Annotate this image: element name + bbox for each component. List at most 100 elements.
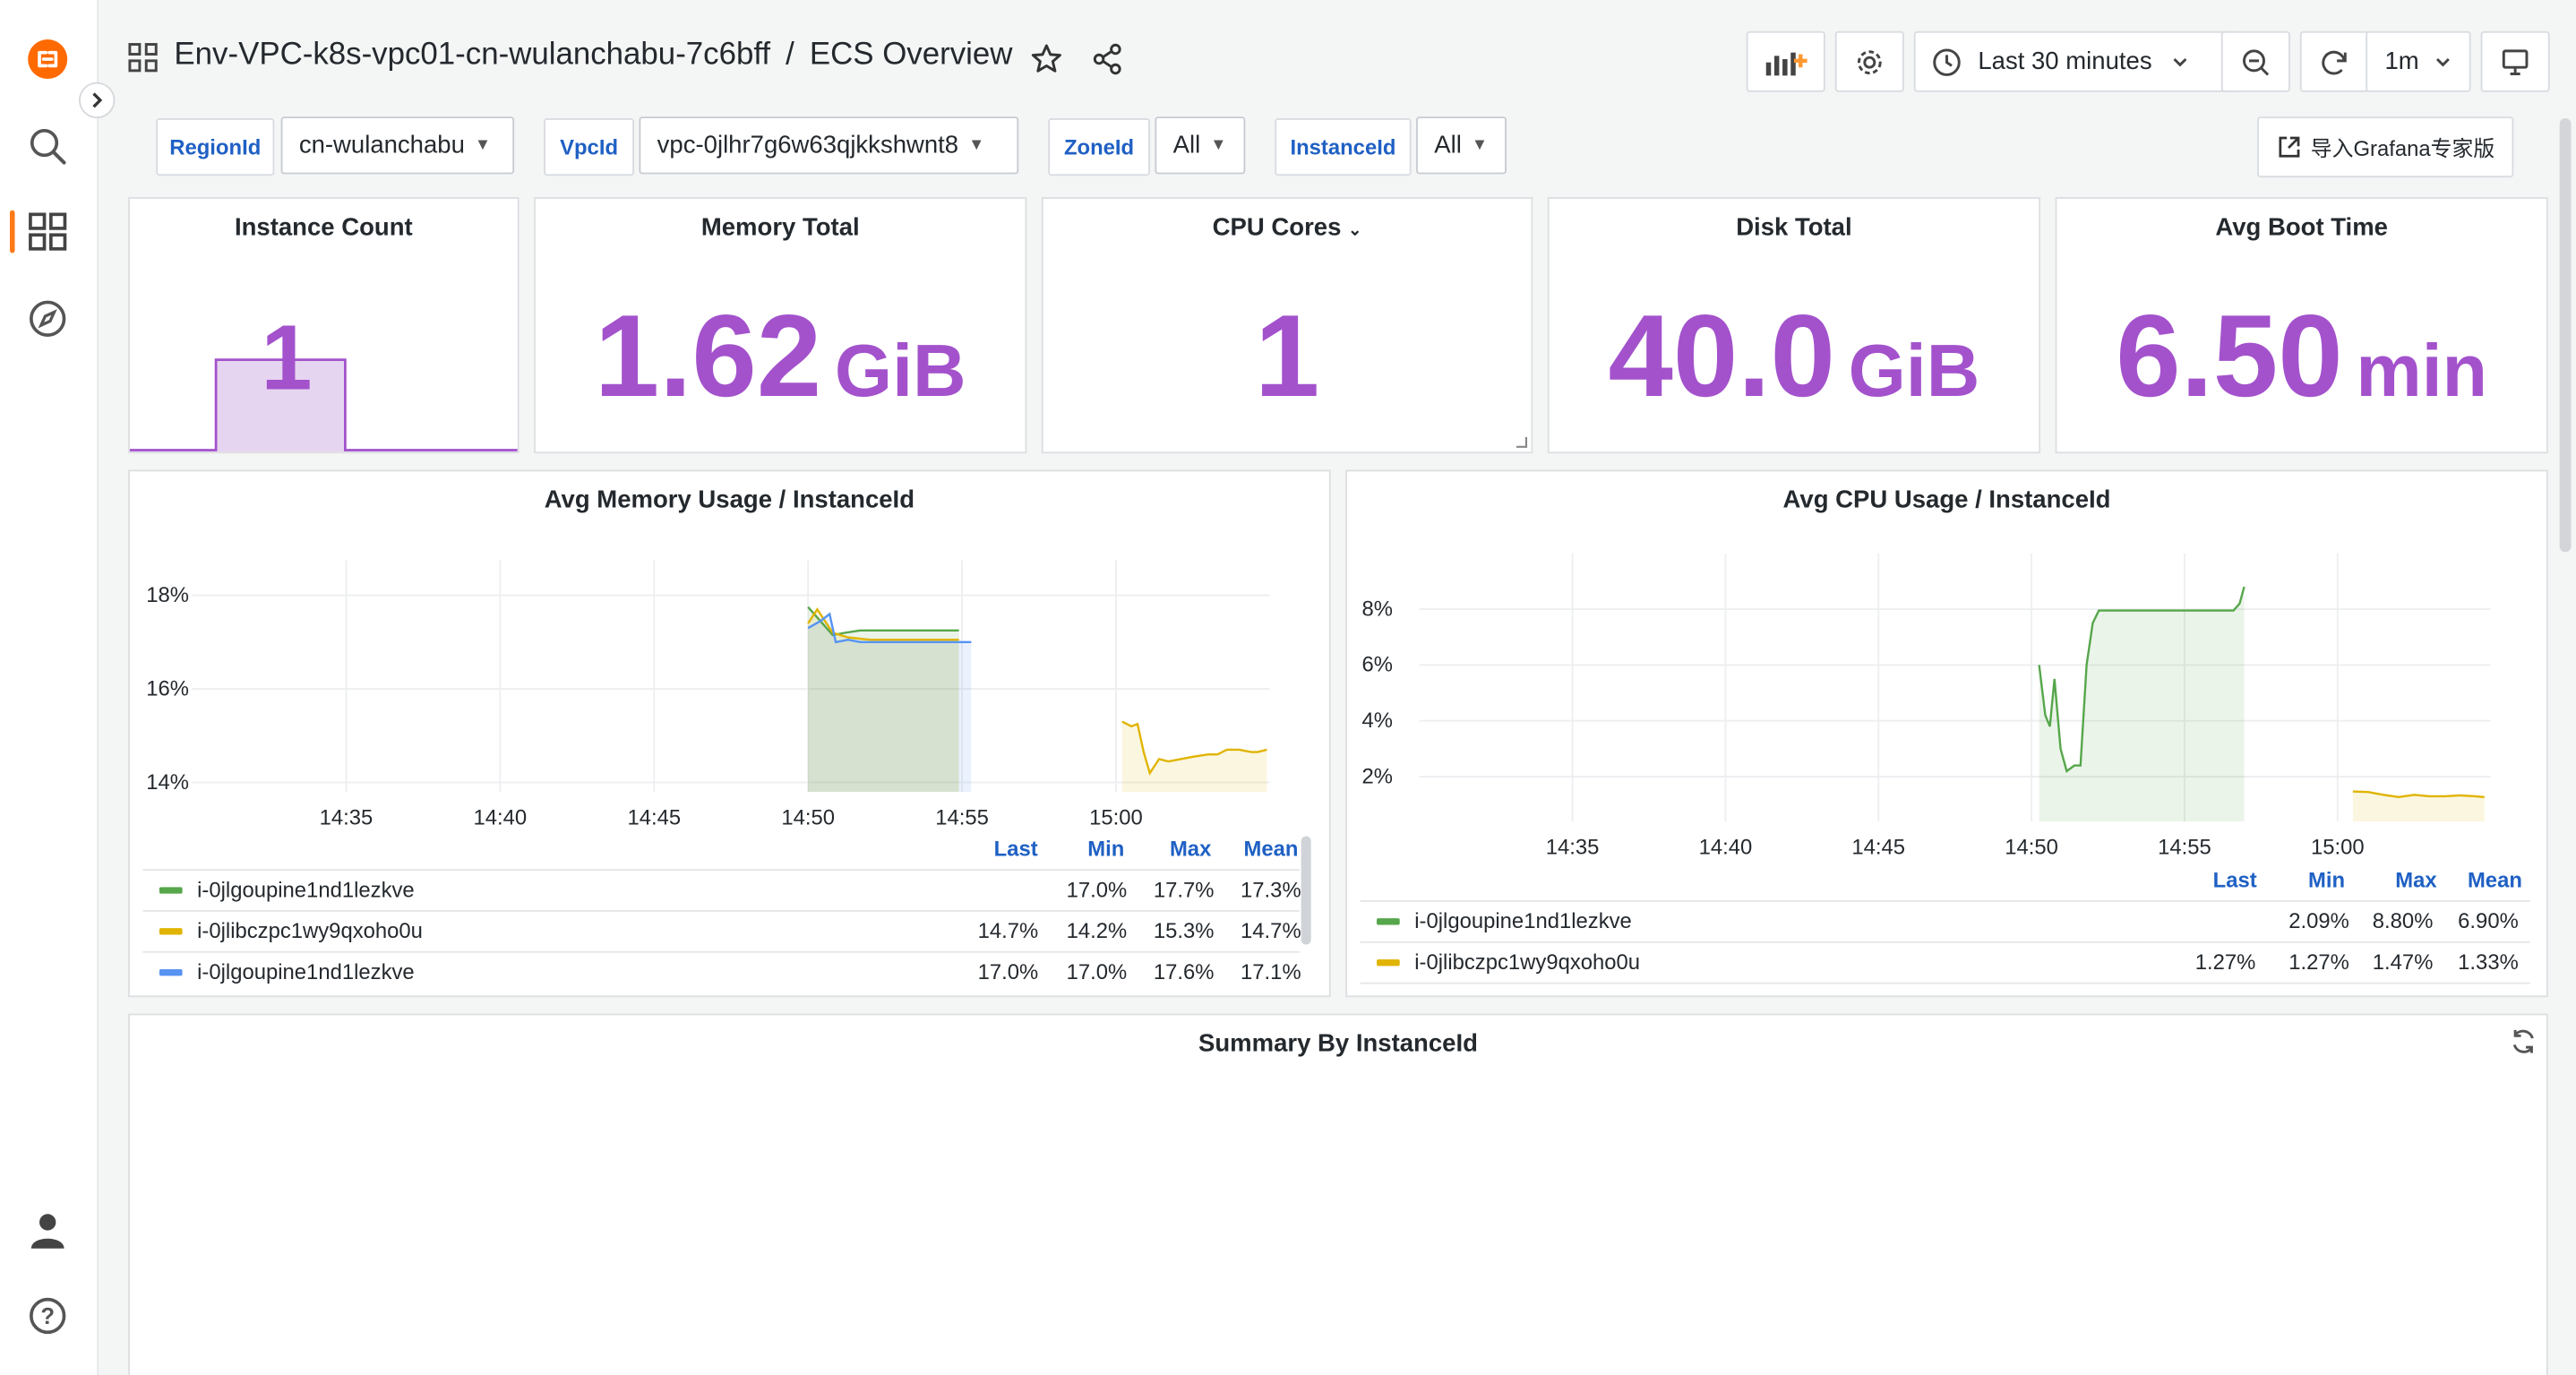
chevron-down-icon: ▼: [968, 136, 985, 155]
variable-label-instanceid: InstanceId: [1275, 118, 1412, 176]
refresh-interval-picker[interactable]: 1m: [2366, 30, 2471, 92]
time-range-picker[interactable]: Last 30 minutes: [1913, 30, 2241, 92]
gear-icon: [1857, 49, 1882, 74]
legend-scrollbar[interactable]: [1301, 836, 1311, 945]
stat-number: 1.62: [594, 292, 822, 423]
legend-max: 1.47%: [2372, 950, 2434, 975]
legend-mean: 1.33%: [2458, 950, 2519, 975]
panel-title: Memory Total: [700, 213, 860, 242]
panel-title: Disk Total: [1736, 213, 1852, 242]
series-color-swatch: [1377, 918, 1400, 925]
legend-last: 14.7%: [977, 918, 1039, 943]
legend-header-min[interactable]: Min: [1087, 836, 1125, 861]
legend-header-min[interactable]: Min: [2308, 867, 2346, 892]
stat-number: 40.0: [1608, 292, 1835, 423]
variable-value: vpc-0jlhr7g6w63qjkkshwnt8: [657, 131, 959, 159]
panel-summary-by-instanceid[interactable]: Summary By InstanceId: [128, 1013, 2548, 1375]
legend-min: 14.2%: [1066, 918, 1128, 943]
legend-min: 2.09%: [2288, 908, 2349, 933]
compass-icon[interactable]: [23, 294, 73, 343]
panel-title: Avg Memory Usage / InstanceId: [544, 486, 915, 515]
tv-mode-button[interactable]: [2480, 30, 2550, 92]
x-tick-label: 15:00: [2311, 836, 2365, 860]
chevron-down-icon: ▼: [1210, 136, 1227, 155]
panel-avg-cpu-usage[interactable]: Avg CPU Usage / InstanceId 2% 4% 6% 8% 14:35…: [1345, 469, 2548, 998]
dashboard-settings-button[interactable]: [1834, 30, 1904, 92]
stat-number: 1: [261, 305, 313, 409]
chevron-down-icon: [2173, 57, 2187, 66]
refresh-interval-label: 1m: [2384, 47, 2419, 76]
x-tick-label: 14:55: [935, 806, 989, 830]
zoom-out-icon: [2243, 48, 2270, 75]
legend-row[interactable]: i-0jlgoupine1nd1lezkve 17.0% 17.7% 17.3%: [142, 869, 1301, 910]
variable-value: All: [1172, 131, 1201, 159]
series-line: [2038, 586, 2245, 773]
dashboards-grid-icon[interactable]: [23, 207, 73, 256]
legend-header-max[interactable]: Max: [2395, 867, 2437, 892]
variable-select-regionid[interactable]: cn-wulanchabu ▼: [280, 116, 515, 175]
series-color-swatch: [159, 887, 183, 894]
dashboard-folder-link[interactable]: Env-VPC-k8s-vpc01-cn-wulanchabu-7c6bff: [174, 38, 771, 73]
y-tick-label: 14%: [146, 770, 189, 795]
help-icon[interactable]: ?: [23, 1291, 73, 1340]
stat-panel-cpu-cores[interactable]: CPU Cores ⌄ 1: [1041, 197, 1533, 454]
panel-avg-memory-usage[interactable]: Avg Memory Usage / InstanceId 14% 16% 18% 1…: [128, 469, 1331, 998]
legend-min: 17.0%: [1066, 959, 1128, 984]
share-icon[interactable]: [1091, 43, 1124, 84]
legend-row[interactable]: i-0jlgoupine1nd1lezkve 2.09% 8.80% 6.90%: [1360, 899, 2530, 941]
search-icon[interactable]: [23, 122, 73, 171]
legend-row[interactable]: i-0jlibczpc1wy9qxoho0u 14.7% 14.2% 15.3%…: [142, 909, 1301, 951]
legend-row[interactable]: i-0jlgoupine1nd1lezkve 17.0% 17.0% 17.6%…: [142, 950, 1301, 993]
stat-number: 6.50: [2116, 292, 2343, 423]
add-panel-button[interactable]: [1746, 30, 1825, 92]
star-icon[interactable]: [1030, 43, 1063, 84]
variable-select-vpcid[interactable]: vpc-0jlhr7g6w63qjkkshwnt8 ▼: [639, 116, 1019, 175]
legend-mean: 14.7%: [1241, 918, 1301, 943]
stat-panel-avg-boot-time[interactable]: Avg Boot Time 6.50 min: [2055, 197, 2548, 454]
legend-header-last[interactable]: Last: [993, 836, 1038, 861]
import-button-label: 导入Grafana专家版: [2310, 136, 2495, 161]
panel-title[interactable]: CPU Cores ⌄: [1043, 213, 1532, 241]
alibaba-cloud-logo-icon[interactable]: [23, 35, 73, 84]
variable-select-zoneid[interactable]: All ▼: [1155, 116, 1246, 175]
stat-unit: GiB: [1848, 328, 1980, 413]
user-icon[interactable]: [23, 1206, 73, 1255]
refresh-button[interactable]: [2299, 30, 2369, 92]
stat-panel-memory-total[interactable]: Memory Total 1.62 GiB: [534, 197, 1027, 454]
variable-select-instanceid[interactable]: All ▼: [1416, 116, 1507, 175]
x-tick-label: 14:35: [320, 806, 374, 830]
legend-header-max[interactable]: Max: [1169, 836, 1212, 861]
zoom-out-button[interactable]: [2220, 30, 2290, 92]
panel-title: Avg CPU Usage / InstanceId: [1782, 486, 2111, 515]
stat-panel-instance-count[interactable]: Instance Count 1: [128, 197, 519, 454]
legend-header-mean[interactable]: Mean: [2467, 867, 2522, 892]
resize-handle-icon[interactable]: [1515, 435, 1528, 449]
x-tick-label: 14:40: [1699, 836, 1753, 860]
legend-max: 17.6%: [1153, 959, 1215, 984]
series-area: [808, 614, 972, 792]
memory-usage-chart[interactable]: 14% 16% 18% 14:35 14:40 14:45 14:50 14:55 15:00: [130, 471, 1329, 841]
stat-panel-disk-total[interactable]: Disk Total 40.0 GiB: [1547, 197, 2041, 454]
variable-label-regionid: RegionId: [156, 118, 275, 176]
sidebar-expand-button[interactable]: [79, 82, 116, 119]
cpu-usage-chart[interactable]: 2% 4% 6% 8% 14:35 14:40 14:45 14:50 14:55 15:00: [1347, 471, 2546, 865]
active-nav-indicator: [10, 210, 15, 254]
y-tick-label: 2%: [1362, 764, 1393, 788]
panel-title-text: CPU Cores: [1212, 213, 1342, 242]
series-line: [2352, 790, 2485, 799]
legend-header-last[interactable]: Last: [2212, 867, 2257, 892]
stat-number: 1: [1254, 292, 1320, 423]
import-grafana-expert-button[interactable]: 导入Grafana专家版: [2257, 116, 2514, 178]
stat-unit: min: [2356, 328, 2488, 413]
legend-max: 15.3%: [1153, 918, 1215, 943]
x-tick-label: 14:35: [1546, 836, 1600, 860]
legend-row[interactable]: i-0jlibczpc1wy9qxoho0u 1.27% 1.27% 1.47%…: [1360, 941, 2530, 984]
dashboard-name[interactable]: ECS Overview: [809, 38, 1013, 73]
legend-header-mean[interactable]: Mean: [1243, 836, 1299, 861]
x-tick-label: 14:50: [2005, 836, 2058, 860]
legend-max: 8.80%: [2372, 908, 2434, 933]
variable-value: All: [1434, 131, 1462, 159]
sidebar: ?: [0, 0, 99, 1375]
page-scrollbar[interactable]: [2559, 118, 2572, 553]
chevron-right-icon: [92, 92, 103, 108]
